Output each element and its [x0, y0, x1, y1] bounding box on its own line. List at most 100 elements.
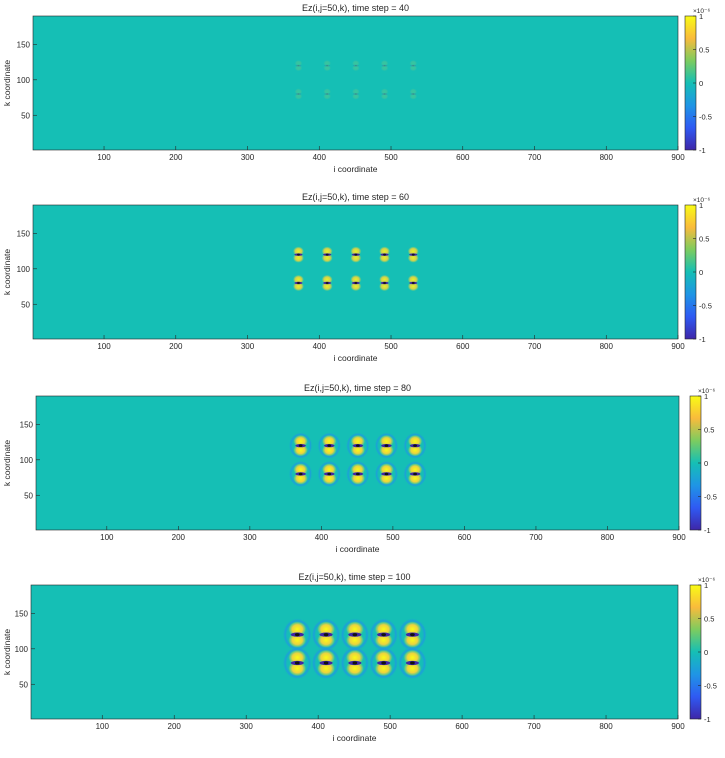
wave-source	[321, 246, 333, 263]
colorbar-tick-label: -1	[704, 526, 711, 535]
x-tick-label: 500	[383, 722, 397, 731]
x-tick-label: 200	[169, 342, 183, 351]
wave-source	[292, 274, 305, 292]
wave-source	[368, 617, 399, 652]
colorbar-exponent: ×10⁻⁶	[693, 197, 710, 204]
wave-source	[407, 246, 420, 263]
y-tick-label: 50	[21, 111, 30, 120]
plot-title: Ez(i,j=50,k), time step = 40	[302, 3, 409, 13]
x-tick-label: 700	[528, 342, 542, 351]
x-axis-label: i coordinate	[333, 733, 377, 743]
colorbar-tick-label: 0	[704, 459, 708, 468]
wave-source	[397, 617, 428, 652]
colorbar-exponent: ×10⁻⁶	[698, 577, 715, 584]
x-tick-label: 100	[96, 722, 110, 731]
axes-box	[30, 584, 679, 720]
y-tick-label: 150	[15, 609, 29, 618]
x-tick-label: 300	[241, 153, 255, 162]
wave-source	[321, 274, 333, 292]
field-background	[33, 16, 678, 150]
wave-source	[323, 88, 332, 100]
wave-source	[311, 646, 342, 680]
wave-source	[282, 617, 313, 652]
colorbar-tick-label: 1	[704, 581, 708, 590]
wave-source	[380, 59, 389, 72]
x-axis-label: i coordinate	[334, 353, 378, 363]
wave-source	[339, 617, 370, 652]
y-tick-label: 150	[17, 229, 31, 238]
wave-source	[407, 274, 420, 292]
colorbar: 1 0.5 0 -0.5 -1 ×10⁻⁶	[684, 8, 712, 155]
colorbar: 1 0.5 0 -0.5 -1 ×10⁻⁶	[689, 577, 717, 724]
x-tick-label: 800	[600, 153, 614, 162]
wave-source	[317, 460, 342, 488]
x-tick-label: 600	[456, 342, 470, 351]
wave-source	[294, 88, 303, 100]
y-tick-label: 150	[17, 40, 31, 49]
wave-source	[339, 646, 370, 680]
wave-source	[378, 246, 391, 263]
colorbar: 1 0.5 0 -0.5 -1 ×10⁻⁶	[689, 388, 717, 535]
x-tick-label: 900	[672, 533, 686, 542]
y-tick-label: 50	[21, 300, 30, 309]
colorbar-tick-label: 0	[699, 268, 703, 277]
x-tick-label: 200	[172, 533, 186, 542]
y-tick-label: 100	[17, 76, 31, 85]
x-tick-label: 400	[315, 533, 329, 542]
x-tick-label: 100	[97, 342, 111, 351]
x-tick-label: 400	[311, 722, 325, 731]
wave-source	[403, 460, 428, 488]
colorbar-tick-label: 1	[699, 12, 703, 21]
wave-source	[294, 59, 303, 72]
x-tick-label: 400	[313, 153, 327, 162]
y-tick-label: 50	[19, 680, 28, 689]
x-tick-label: 300	[241, 342, 255, 351]
x-tick-label: 600	[455, 722, 469, 731]
y-tick-label: 100	[15, 645, 29, 654]
wave-source	[323, 59, 332, 72]
y-tick-label: 150	[20, 420, 34, 429]
x-tick-label: 900	[671, 722, 685, 731]
x-tick-label: 500	[384, 342, 398, 351]
colorbar-tick-label: 0.5	[704, 615, 714, 624]
x-tick-label: 800	[601, 533, 615, 542]
wave-source	[374, 460, 399, 488]
axes-box	[35, 395, 680, 531]
x-tick-label: 300	[240, 722, 254, 731]
wave-source	[345, 431, 370, 460]
x-tick-label: 100	[100, 533, 114, 542]
wave-source	[368, 646, 399, 680]
colorbar-exponent: ×10⁻⁶	[698, 388, 715, 395]
y-axis-label: k coordinate	[2, 440, 12, 487]
plot-title: Ez(i,j=50,k), time step = 60	[302, 192, 409, 202]
x-tick-label: 900	[671, 342, 685, 351]
colorbar-tick-label: -1	[699, 146, 706, 155]
wave-source	[350, 246, 362, 263]
field-background	[33, 205, 678, 339]
x-tick-label: 700	[529, 533, 543, 542]
x-axis-label: i coordinate	[334, 164, 378, 174]
wave-source	[409, 88, 418, 100]
y-tick-label: 100	[20, 456, 34, 465]
plot-title: Ez(i,j=50,k), time step = 80	[304, 383, 411, 393]
colorbar-tick-label: 1	[699, 201, 703, 210]
colorbar-tick-label: 0	[704, 648, 708, 657]
colorbar-tick-label: 0.5	[699, 46, 709, 55]
axes-box	[32, 204, 679, 340]
x-tick-label: 400	[313, 342, 327, 351]
x-tick-label: 600	[458, 533, 472, 542]
wave-source	[351, 88, 360, 100]
wave-source	[292, 246, 305, 263]
y-axis-label: k coordinate	[2, 249, 12, 296]
colorbar-tick-label: -0.5	[704, 493, 717, 502]
heatmap-panel: Ez(i,j=50,k), time step = 60 100 200 300 400…	[2, 192, 712, 363]
x-tick-label: 700	[528, 153, 542, 162]
wave-source	[288, 460, 313, 488]
wave-source	[378, 274, 391, 292]
plot-title: Ez(i,j=50,k), time step = 100	[298, 572, 410, 582]
colorbar-exponent: ×10⁻⁶	[693, 8, 710, 15]
y-axis-label: k coordinate	[2, 629, 12, 676]
colorbar-tick-label: 0.5	[704, 426, 714, 435]
heatmap-panel: Ez(i,j=50,k), time step = 100 100 200 300 40…	[2, 572, 717, 743]
